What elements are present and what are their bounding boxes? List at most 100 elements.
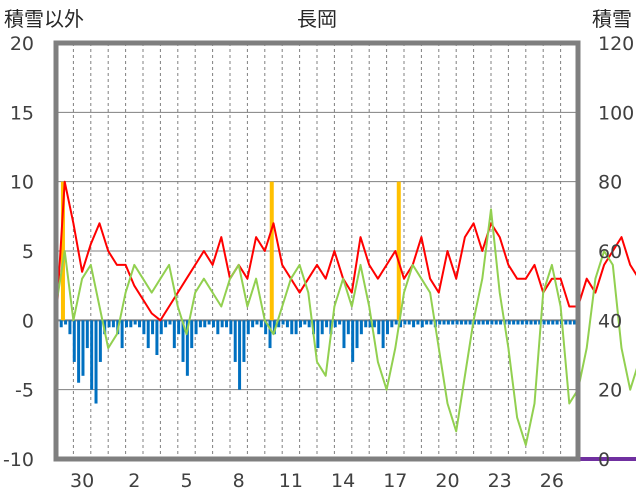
precip-bar — [490, 320, 494, 325]
precip-bar — [394, 320, 398, 325]
tick-labels: -10 -5 0 5 10 15 20 0 20 40 60 80 100 120 30 2 5 8 11 14 17 2… — [3, 33, 634, 492]
precip-bar — [442, 320, 446, 325]
sunshine-bar — [60, 181, 65, 321]
precip-bar — [377, 320, 381, 335]
precip-bar — [146, 320, 150, 349]
precip-bar — [381, 320, 385, 349]
precip-bar — [129, 320, 133, 328]
precip-bar — [164, 320, 168, 328]
precip-bar — [551, 320, 555, 325]
precip-bar — [403, 320, 407, 325]
precip-bar — [542, 320, 546, 325]
y-tick-left: -10 — [3, 449, 34, 471]
precip-bar — [159, 320, 163, 335]
precip-bar — [233, 320, 237, 362]
precip-bar — [564, 320, 568, 325]
precip-bar — [298, 320, 302, 328]
precip-bar — [294, 320, 298, 335]
plot-frame — [53, 40, 581, 462]
grid-lines — [56, 43, 578, 459]
precip-bar — [346, 320, 350, 335]
precip-bar — [168, 320, 172, 325]
precip-bar — [499, 320, 503, 325]
y-tick-left: 15 — [10, 102, 34, 124]
precip-bar — [194, 320, 198, 335]
precip-bar — [477, 320, 481, 325]
y-tick-right: 80 — [598, 172, 622, 194]
precip-bar — [481, 320, 485, 325]
precip-bar — [290, 320, 294, 335]
precip-bar — [181, 320, 185, 362]
precip-bar — [229, 320, 233, 335]
precip-bar — [429, 320, 433, 325]
precip-bar — [64, 320, 68, 325]
precip-bar — [142, 320, 146, 335]
precip-bar — [546, 320, 550, 325]
precip-bar — [407, 320, 411, 325]
sunshine-bar — [396, 181, 401, 321]
precip-bar — [242, 320, 246, 362]
y-tick-left: 10 — [10, 172, 34, 194]
precip-bar — [303, 320, 307, 325]
x-tick: 17 — [383, 470, 407, 492]
precip-bar — [220, 320, 224, 328]
precip-bar — [464, 320, 468, 325]
precip-bar — [512, 320, 516, 325]
precip-bar — [90, 320, 94, 390]
precip-bar — [307, 320, 311, 328]
precip-bar — [438, 320, 442, 325]
precip-bar — [111, 320, 115, 328]
precip-bar — [85, 320, 89, 349]
precip-bar — [190, 320, 194, 349]
precip-bar — [172, 320, 176, 349]
precip-bar — [59, 320, 63, 328]
precip-bar — [255, 320, 259, 325]
precip-bar — [185, 320, 189, 376]
precip-bar — [416, 320, 420, 325]
precip-bar — [68, 320, 72, 335]
x-tick: 26 — [540, 470, 564, 492]
precip-bar — [364, 320, 368, 328]
precip-bar — [259, 320, 263, 328]
precip-bar — [486, 320, 490, 325]
y-tick-right: 120 — [598, 33, 634, 55]
sunshine-bar — [269, 181, 274, 321]
y-axis-right-label: 積雪 — [592, 7, 632, 31]
precip-bar — [225, 320, 229, 328]
precip-bar — [77, 320, 81, 383]
precip-bar — [264, 320, 268, 335]
precip-bar — [568, 320, 572, 325]
precip-bar — [446, 320, 450, 325]
precip-bar — [507, 320, 511, 325]
precip-bar — [138, 320, 142, 328]
precip-bar — [338, 320, 342, 325]
x-tick: 30 — [70, 470, 94, 492]
precip-bar — [425, 320, 429, 325]
y-tick-left: 5 — [22, 241, 34, 263]
precip-bar — [238, 320, 242, 390]
x-tick: 14 — [331, 470, 355, 492]
precip-bar — [277, 320, 281, 328]
precip-bar — [177, 320, 181, 335]
precip-bar — [333, 320, 337, 328]
precip-bar — [272, 320, 276, 335]
precip-bar — [285, 320, 289, 328]
precip-bar — [359, 320, 363, 335]
y-tick-right: 40 — [598, 310, 622, 332]
x-tick: 20 — [435, 470, 459, 492]
precip-bar — [372, 320, 376, 328]
precip-bar — [107, 320, 111, 328]
precip-bar — [529, 320, 533, 325]
y-axis-left-label: 積雪以外 — [4, 7, 84, 31]
precip-bar — [268, 320, 272, 349]
precip-bar — [368, 320, 372, 328]
precip-bar — [98, 320, 102, 362]
y-tick-left: -5 — [15, 380, 34, 402]
precip-bar — [325, 320, 329, 328]
precip-bar — [124, 320, 128, 328]
precip-bar — [155, 320, 159, 355]
precip-bar — [281, 320, 285, 325]
x-tick: 2 — [128, 470, 140, 492]
precip-bar — [251, 320, 255, 328]
precip-bar — [81, 320, 85, 376]
